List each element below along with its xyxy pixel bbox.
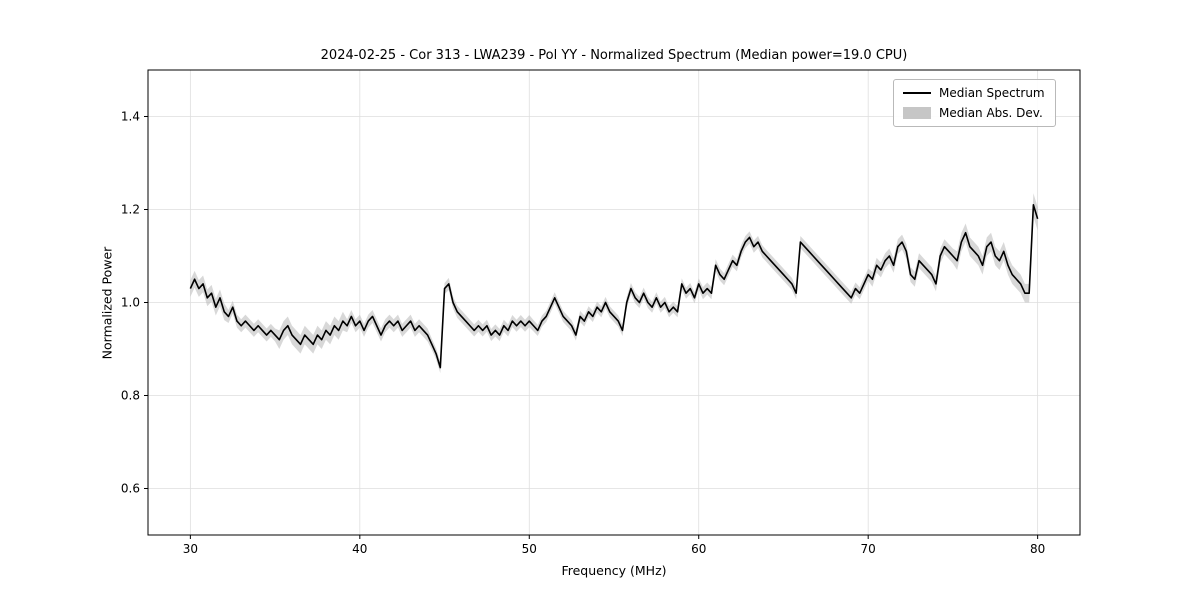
svg-text:1.4: 1.4 [121,110,140,124]
median-spectrum-line-icon [903,92,931,94]
svg-text:70: 70 [861,542,876,556]
median-spectrum-line [189,204,1039,369]
svg-text:0.8: 0.8 [121,389,140,403]
legend: Median Spectrum Median Abs. Dev. [893,79,1056,127]
chart-title: 2024-02-25 - Cor 313 - LWA239 - Pol YY -… [320,48,908,63]
svg-text:80: 80 [1030,542,1045,556]
x-tick-labels: 30 40 50 60 70 80 [183,535,1045,556]
x-axis-label: Frequency (MHz) [561,563,667,578]
svg-text:50: 50 [522,542,537,556]
svg-text:0.6: 0.6 [121,482,140,496]
svg-text:40: 40 [352,542,367,556]
svg-text:1.2: 1.2 [121,203,140,217]
median-abs-dev-patch-icon [903,107,931,119]
legend-entry-median-spectrum: Median Spectrum [903,86,1045,100]
svg-text:60: 60 [691,542,706,556]
legend-label-median-spectrum: Median Spectrum [939,86,1045,100]
grid-lines [148,70,1080,535]
legend-label-median-abs-dev: Median Abs. Dev. [939,106,1043,120]
y-tick-labels: 0.6 0.8 1.0 1.2 1.4 [121,110,148,496]
mad-band [190,193,1038,374]
svg-text:30: 30 [183,542,198,556]
svg-text:1.0: 1.0 [121,296,140,310]
legend-entry-median-abs-dev: Median Abs. Dev. [903,106,1045,120]
